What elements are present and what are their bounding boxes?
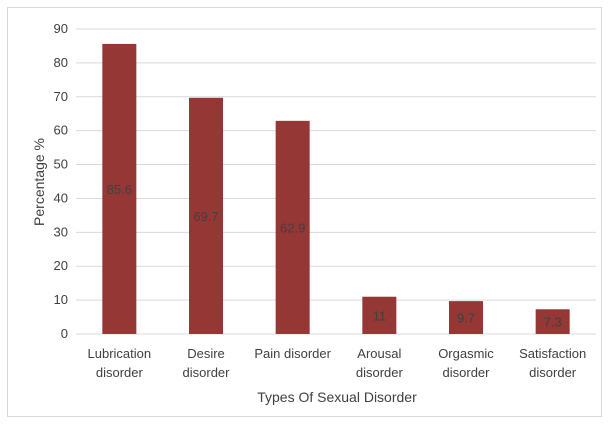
- x-tick-label: Orgasmic: [438, 346, 494, 361]
- y-tick-label: 0: [61, 326, 68, 341]
- data-label: 69.7: [193, 209, 218, 224]
- x-tick-label: Lubrication: [88, 346, 152, 361]
- data-label: 9.7: [457, 311, 475, 326]
- bar: [189, 97, 223, 335]
- y-tick-label: 70: [54, 89, 68, 104]
- x-tick-label: disorder: [443, 365, 491, 380]
- y-tick-label: 60: [54, 123, 68, 138]
- y-tick-label: 30: [54, 224, 68, 239]
- bar: [102, 43, 137, 335]
- x-tick-label: Satisfaction: [519, 346, 586, 361]
- x-tick-label: Pain disorder: [254, 346, 331, 361]
- chart-frame: [7, 7, 602, 417]
- y-tick-label: 40: [54, 190, 68, 205]
- bar: [362, 296, 397, 334]
- y-tick-label: 10: [54, 292, 68, 307]
- y-axis-ticks: 0 10 20 30 40 50 60 70 80 90: [54, 21, 68, 341]
- y-tick-label: 90: [54, 21, 68, 36]
- data-label: 11: [373, 308, 387, 323]
- bar: [535, 309, 570, 334]
- x-tick-label: disorder: [529, 365, 577, 380]
- bar: [449, 301, 483, 334]
- data-label: 7.3: [544, 315, 562, 330]
- x-tick-label: disorder: [96, 365, 144, 380]
- y-tick-label: 50: [54, 157, 68, 172]
- x-tick-label: disorder: [356, 365, 404, 380]
- bar: [275, 120, 310, 334]
- bars: 85.6 69.7 62.9 11 9.7 7.3: [102, 43, 570, 335]
- x-axis-title: Types Of Sexual Disorder: [257, 389, 417, 405]
- gridlines: [76, 28, 596, 335]
- data-label: 62.9: [280, 220, 305, 235]
- y-tick-label: 20: [54, 258, 68, 273]
- y-axis-title: Percentage %: [31, 138, 47, 226]
- x-tick-label: disorder: [183, 365, 231, 380]
- x-tick-label: Arousal: [357, 346, 401, 361]
- y-tick-label: 80: [54, 55, 68, 70]
- x-tick-label: Desire: [187, 346, 225, 361]
- x-axis-ticks: Lubrication disorder Desire disorder Pain di…: [88, 346, 587, 380]
- data-label: 85.6: [107, 182, 132, 197]
